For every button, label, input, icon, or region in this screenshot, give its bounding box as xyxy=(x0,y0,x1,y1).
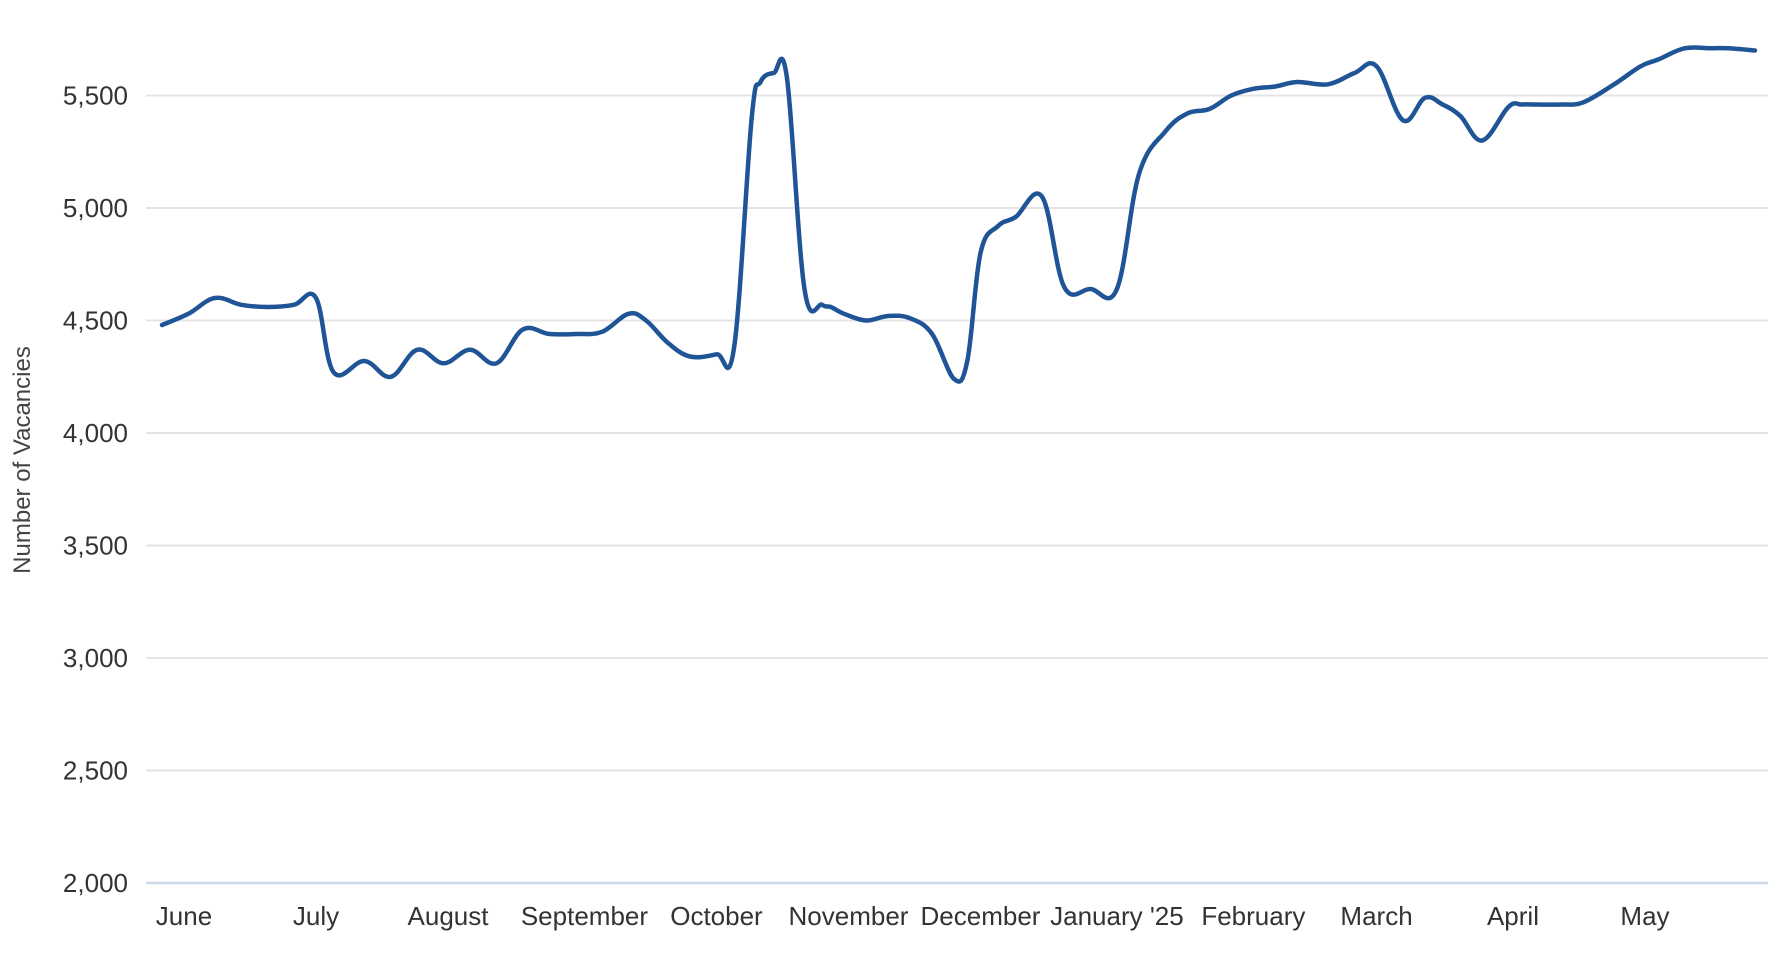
x-tick-label: June xyxy=(156,901,212,931)
x-tick-label: May xyxy=(1620,901,1669,931)
x-tick-label: January '25 xyxy=(1050,901,1184,931)
grid-lines xyxy=(146,94,1768,885)
y-tick-label: 4,000 xyxy=(63,418,128,448)
x-tick-label: November xyxy=(789,901,909,931)
y-axis-title: Number of Vacancies xyxy=(9,346,36,574)
x-tick-label: October xyxy=(670,901,763,931)
x-tick-label: September xyxy=(521,901,649,931)
y-axis-tick-labels: 2,000 2,500 3,000 3,500 4,000 4,500 5,000 5,500 xyxy=(63,81,128,899)
y-tick-label: 2,500 xyxy=(63,756,128,786)
x-tick-label: August xyxy=(408,901,490,931)
x-tick-label: February xyxy=(1201,901,1305,931)
x-tick-label: April xyxy=(1487,901,1539,931)
x-axis-tick-labels: June July August September October November De… xyxy=(156,901,1670,931)
y-tick-label: 4,500 xyxy=(63,306,128,336)
y-tick-label: 5,500 xyxy=(63,81,128,111)
x-tick-label: December xyxy=(921,901,1041,931)
series-line xyxy=(159,45,1758,384)
y-tick-label: 3,000 xyxy=(63,643,128,673)
y-tick-label: 5,000 xyxy=(63,193,128,223)
x-tick-label: March xyxy=(1340,901,1412,931)
y-tick-label: 3,500 xyxy=(63,531,128,561)
series-group xyxy=(159,45,1758,384)
x-tick-label: July xyxy=(293,901,339,931)
y-tick-label: 2,000 xyxy=(63,868,128,898)
